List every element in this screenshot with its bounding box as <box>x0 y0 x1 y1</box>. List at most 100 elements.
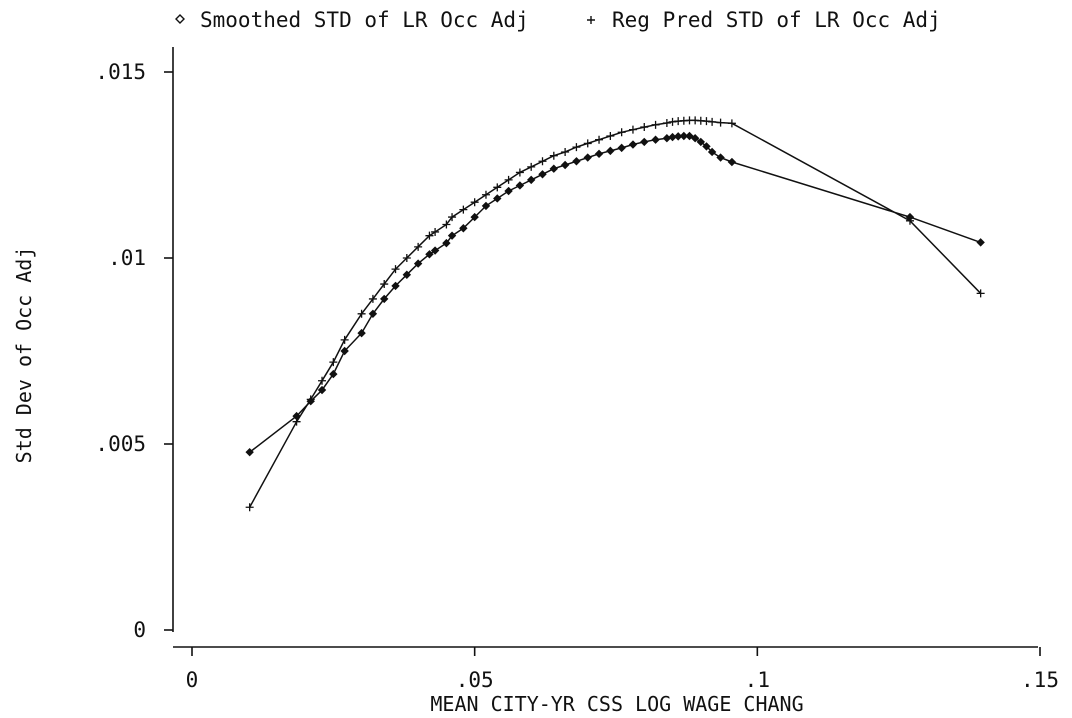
x-tick-label: .1 <box>745 668 770 692</box>
data-point-diamond <box>976 238 985 247</box>
data-point-diamond <box>442 238 451 248</box>
data-point-diamond <box>628 140 638 149</box>
data-point-plus <box>414 242 423 251</box>
data-point-diamond <box>317 385 327 395</box>
data-point-diamond <box>447 231 457 240</box>
series-reg-pred <box>245 116 985 512</box>
data-point-diamond <box>368 309 378 319</box>
data-point-plus <box>727 119 736 128</box>
legend: Smoothed STD of LR Occ Adj Reg Pred STD … <box>175 8 941 32</box>
x-axis-title: MEAN CITY-YR CSS LOG WAGE CHANG <box>430 692 803 716</box>
data-point-plus <box>292 417 301 426</box>
data-point-plus <box>905 216 914 225</box>
data-point-diamond <box>617 143 626 153</box>
data-point-diamond <box>402 270 412 279</box>
data-point-plus <box>470 198 479 207</box>
data-point-diamond <box>526 175 536 185</box>
data-point-plus <box>538 157 547 166</box>
data-point-diamond <box>690 134 700 143</box>
data-point-diamond <box>696 137 706 147</box>
data-point-plus <box>549 151 558 160</box>
legend-label-reg-pred: Reg Pred STD of LR Occ Adj <box>612 8 941 32</box>
data-point-plus <box>572 143 581 152</box>
y-axis-title: Std Dev of Occ Adj <box>12 247 36 464</box>
series-line <box>249 135 981 453</box>
data-point-diamond <box>515 181 525 190</box>
data-point-plus <box>708 117 717 126</box>
data-point-plus <box>515 168 524 177</box>
data-point-plus <box>245 503 254 512</box>
data-point-diamond <box>583 153 592 162</box>
data-point-diamond <box>245 447 254 457</box>
data-point-diamond <box>560 160 570 170</box>
data-point-diamond <box>413 259 423 268</box>
data-point-plus <box>662 118 671 127</box>
data-point-plus <box>448 213 457 222</box>
data-point-plus <box>340 335 349 344</box>
data-point-diamond <box>357 328 366 338</box>
data-point-plus <box>306 395 315 404</box>
data-point-diamond <box>640 137 649 147</box>
data-point-plus <box>481 190 490 199</box>
data-point-diamond <box>594 149 604 159</box>
data-point-plus <box>431 227 440 236</box>
data-point-plus <box>606 131 615 140</box>
data-point-diamond <box>606 146 615 156</box>
data-point-diamond <box>391 281 400 291</box>
data-point-diamond <box>493 194 502 203</box>
data-point-plus <box>716 118 725 127</box>
x-tick-label: .15 <box>1021 668 1059 692</box>
series-smoothed <box>245 131 985 457</box>
data-point-diamond <box>481 201 491 211</box>
data-point-diamond <box>340 346 349 356</box>
data-point-diamond <box>572 157 581 166</box>
data-point-diamond <box>549 164 559 173</box>
data-point-plus <box>976 289 985 298</box>
data-point-diamond <box>425 250 434 259</box>
x-tick-label: .05 <box>456 668 494 692</box>
data-point-plus <box>425 231 434 240</box>
data-point-plus <box>617 128 626 137</box>
data-point-diamond <box>459 224 468 233</box>
data-point-plus <box>668 117 677 126</box>
y-tick-label: 0 <box>133 618 146 642</box>
data-point-diamond <box>329 369 338 379</box>
data-point-plus <box>368 294 377 303</box>
data-point-plus <box>442 220 451 229</box>
y-axis-ticks: 0 .005 .01 .015 <box>95 60 173 642</box>
legend-diamond-marker <box>175 14 185 24</box>
y-tick-label: .01 <box>108 246 146 270</box>
data-point-plus <box>702 117 711 126</box>
data-point-diamond <box>380 294 389 304</box>
data-point-plus <box>640 123 649 132</box>
data-point-plus <box>628 125 637 134</box>
data-point-plus <box>527 162 536 171</box>
data-point-diamond <box>651 135 660 144</box>
data-point-plus <box>318 376 327 385</box>
data-point-plus <box>329 358 338 367</box>
data-point-plus <box>583 139 592 148</box>
data-point-plus <box>493 183 502 192</box>
data-point-diamond <box>707 147 717 157</box>
data-point-diamond <box>679 131 689 141</box>
data-point-diamond <box>727 157 737 167</box>
data-point-diamond <box>702 142 711 151</box>
data-point-diamond <box>538 170 547 179</box>
legend-label-smoothed: Smoothed STD of LR Occ Adj <box>200 8 529 32</box>
legend-plus-marker <box>587 16 595 24</box>
x-tick-label: 0 <box>186 668 199 692</box>
data-point-plus <box>357 309 366 318</box>
data-point-plus <box>504 175 513 184</box>
data-point-plus <box>459 205 468 214</box>
data-point-diamond <box>430 246 440 255</box>
data-point-plus <box>651 120 660 129</box>
data-point-plus <box>380 280 389 289</box>
y-tick-label: .005 <box>95 432 146 456</box>
data-point-diamond <box>685 131 694 141</box>
x-axis-ticks: 0 .05 .1 .15 <box>186 647 1059 692</box>
data-point-diamond <box>716 153 725 162</box>
plot-area <box>245 116 985 512</box>
data-point-plus <box>402 254 411 262</box>
data-point-diamond <box>504 186 513 196</box>
data-point-plus <box>595 135 604 144</box>
